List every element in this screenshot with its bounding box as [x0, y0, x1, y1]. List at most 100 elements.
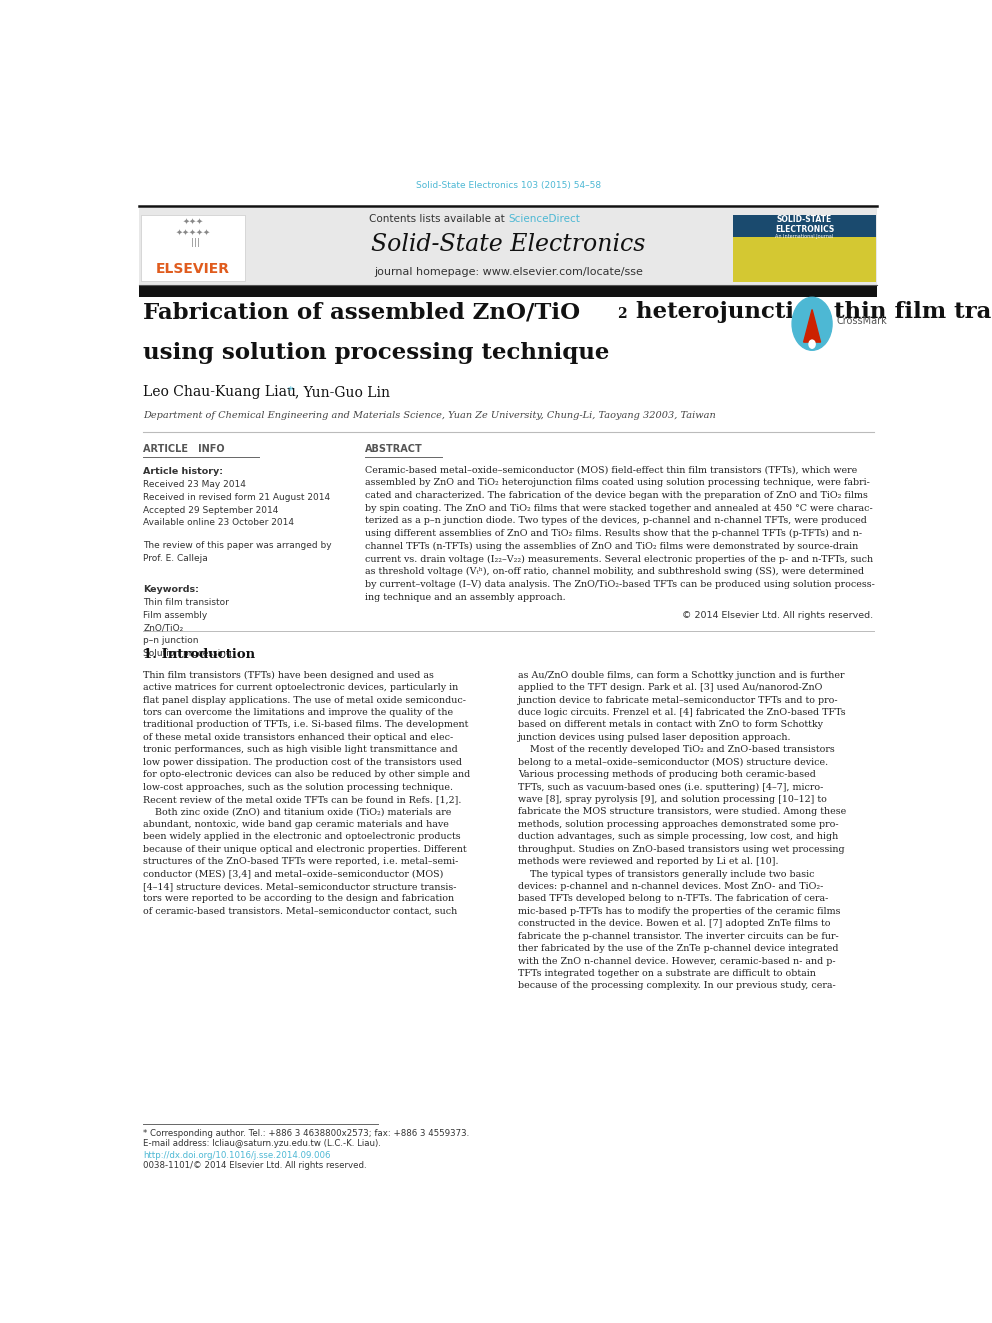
Text: ScienceDirect: ScienceDirect — [509, 214, 580, 224]
Text: An International Journal: An International Journal — [776, 234, 833, 239]
Text: Recent review of the metal oxide TFTs can be found in Refs. [1,2].: Recent review of the metal oxide TFTs ca… — [143, 795, 461, 804]
FancyBboxPatch shape — [733, 214, 876, 237]
Text: fabricate the p-channel transistor. The inverter circuits can be fur-: fabricate the p-channel transistor. The … — [518, 931, 838, 941]
Text: ELECTRONICS: ELECTRONICS — [775, 225, 834, 234]
Polygon shape — [804, 310, 820, 343]
Text: journal homepage: www.elsevier.com/locate/sse: journal homepage: www.elsevier.com/locat… — [374, 267, 643, 277]
Text: junction devices using pulsed laser deposition approach.: junction devices using pulsed laser depo… — [518, 733, 792, 742]
Text: 1. Introduction: 1. Introduction — [143, 648, 255, 662]
Text: The typical types of transistors generally include two basic: The typical types of transistors general… — [518, 869, 814, 878]
Text: Film assembly: Film assembly — [143, 610, 207, 619]
Text: E-mail address: lcliau@saturn.yzu.edu.tw (L.C.-K. Liau).: E-mail address: lcliau@saturn.yzu.edu.tw… — [143, 1139, 381, 1148]
Text: by current–voltage (I–V) data analysis. The ZnO/TiO₂-based TFTs can be produced : by current–voltage (I–V) data analysis. … — [365, 579, 875, 589]
Text: ing technique and an assembly approach.: ing technique and an assembly approach. — [365, 593, 565, 602]
Text: low power dissipation. The production cost of the transistors used: low power dissipation. The production co… — [143, 758, 462, 766]
Text: p–n junction: p–n junction — [143, 636, 198, 646]
Text: active matrices for current optoelectronic devices, particularly in: active matrices for current optoelectron… — [143, 683, 458, 692]
Text: Solid-State Electronics: Solid-State Electronics — [371, 233, 646, 257]
Text: methods were reviewed and reported by Li et al. [10].: methods were reviewed and reported by Li… — [518, 857, 778, 867]
Text: © 2014 Elsevier Ltd. All rights reserved.: © 2014 Elsevier Ltd. All rights reserved… — [682, 610, 874, 619]
FancyBboxPatch shape — [139, 208, 878, 284]
Text: low-cost approaches, such as the solution processing technique.: low-cost approaches, such as the solutio… — [143, 782, 453, 791]
Text: traditional production of TFTs, i.e. Si-based films. The development: traditional production of TFTs, i.e. Si-… — [143, 721, 468, 729]
Circle shape — [809, 340, 815, 348]
Text: tors were reported to be according to the design and fabrication: tors were reported to be according to th… — [143, 894, 454, 904]
Text: throughput. Studies on ZnO-based transistors using wet processing: throughput. Studies on ZnO-based transis… — [518, 844, 844, 853]
Text: Contents lists available at: Contents lists available at — [369, 214, 509, 224]
Text: Various processing methods of producing both ceramic-based: Various processing methods of producing … — [518, 770, 815, 779]
Text: Most of the recently developed TiO₂ and ZnO-based transistors: Most of the recently developed TiO₂ and … — [518, 745, 834, 754]
Text: Department of Chemical Engineering and Materials Science, Yuan Ze University, Ch: Department of Chemical Engineering and M… — [143, 411, 716, 421]
Text: Article history:: Article history: — [143, 467, 223, 476]
Text: CrossMark: CrossMark — [836, 316, 888, 325]
Text: junction device to fabricate metal–semiconductor TFTs and to pro-: junction device to fabricate metal–semic… — [518, 696, 838, 705]
Text: as Au/ZnO double films, can form a Schottky junction and is further: as Au/ZnO double films, can form a Schot… — [518, 671, 844, 680]
Text: http://dx.doi.org/10.1016/j.sse.2014.09.006: http://dx.doi.org/10.1016/j.sse.2014.09.… — [143, 1151, 330, 1160]
Text: heterojunction thin film transistors: heterojunction thin film transistors — [628, 302, 992, 323]
Text: constructed in the device. Bowen et al. [7] adopted ZnTe films to: constructed in the device. Bowen et al. … — [518, 919, 830, 929]
Text: flat panel display applications. The use of metal oxide semiconduc-: flat panel display applications. The use… — [143, 696, 466, 705]
Text: by spin coating. The ZnO and TiO₂ films that were stacked together and annealed : by spin coating. The ZnO and TiO₂ films … — [365, 504, 872, 512]
Text: channel TFTs (n-TFTs) using the assemblies of ZnO and TiO₂ films were demonstrat: channel TFTs (n-TFTs) using the assembli… — [365, 542, 858, 550]
Text: Keywords:: Keywords: — [143, 585, 199, 594]
Text: ARTICLE   INFO: ARTICLE INFO — [143, 445, 225, 454]
Text: , Yun-Guo Lin: , Yun-Guo Lin — [295, 385, 390, 400]
Text: *: * — [288, 386, 294, 396]
FancyBboxPatch shape — [733, 214, 876, 282]
Text: ABSTRACT: ABSTRACT — [365, 445, 423, 454]
Text: SOLID-STATE: SOLID-STATE — [777, 214, 832, 224]
Text: ✦✦✦
✦✦✦✦✦
  |||: ✦✦✦ ✦✦✦✦✦ ||| — [176, 217, 210, 246]
Text: 0038-1101/© 2014 Elsevier Ltd. All rights reserved.: 0038-1101/© 2014 Elsevier Ltd. All right… — [143, 1162, 367, 1170]
Text: with the ZnO n-channel device. However, ceramic-based n- and p-: with the ZnO n-channel device. However, … — [518, 957, 835, 966]
Text: Available online 23 October 2014: Available online 23 October 2014 — [143, 519, 295, 528]
Text: ther fabricated by the use of the ZnTe p-channel device integrated: ther fabricated by the use of the ZnTe p… — [518, 945, 838, 953]
Text: 2: 2 — [617, 307, 626, 321]
Text: based on different metals in contact with ZnO to form Schottky: based on different metals in contact wit… — [518, 721, 822, 729]
Text: tronic performances, such as high visible light transmittance and: tronic performances, such as high visibl… — [143, 745, 458, 754]
Text: * Corresponding author. Tel.: +886 3 4638800x2573; fax: +886 3 4559373.: * Corresponding author. Tel.: +886 3 463… — [143, 1129, 469, 1138]
Text: Ceramic-based metal–oxide–semiconductor (MOS) field-effect thin film transistors: Ceramic-based metal–oxide–semiconductor … — [365, 466, 857, 475]
Text: based TFTs developed belong to n-TFTs. The fabrication of cera-: based TFTs developed belong to n-TFTs. T… — [518, 894, 828, 904]
Text: of ceramic-based transistors. Metal–semiconductor contact, such: of ceramic-based transistors. Metal–semi… — [143, 906, 457, 916]
Text: because of their unique optical and electronic properties. Different: because of their unique optical and elec… — [143, 844, 467, 853]
Text: abundant, nontoxic, wide band gap ceramic materials and have: abundant, nontoxic, wide band gap cerami… — [143, 820, 449, 828]
Text: been widely applied in the electronic and optoelectronic products: been widely applied in the electronic an… — [143, 832, 461, 841]
Text: Solid-State Electronics 103 (2015) 54–58: Solid-State Electronics 103 (2015) 54–58 — [416, 181, 601, 191]
Text: current vs. drain voltage (I₂₂–V₂₂) measurements. Several electronic properties : current vs. drain voltage (I₂₂–V₂₂) meas… — [365, 554, 873, 564]
Text: ZnO/TiO₂: ZnO/TiO₂ — [143, 623, 184, 632]
Text: tors can overcome the limitations and improve the quality of the: tors can overcome the limitations and im… — [143, 708, 453, 717]
Text: as threshold voltage (Vₜʰ), on-off ratio, channel mobility, and subthreshold swi: as threshold voltage (Vₜʰ), on-off ratio… — [365, 568, 864, 577]
Text: devices: p-channel and n-channel devices. Most ZnO- and TiO₂-: devices: p-channel and n-channel devices… — [518, 882, 823, 890]
Text: duce logic circuits. Frenzel et al. [4] fabricated the ZnO-based TFTs: duce logic circuits. Frenzel et al. [4] … — [518, 708, 845, 717]
Text: structures of the ZnO-based TFTs were reported, i.e. metal–semi-: structures of the ZnO-based TFTs were re… — [143, 857, 458, 867]
Text: wave [8], spray pyrolysis [9], and solution processing [10–12] to: wave [8], spray pyrolysis [9], and solut… — [518, 795, 826, 804]
Text: Thin film transistor: Thin film transistor — [143, 598, 229, 607]
Text: TFTs integrated together on a substrate are difficult to obtain: TFTs integrated together on a substrate … — [518, 968, 815, 978]
Text: Accepted 29 September 2014: Accepted 29 September 2014 — [143, 505, 279, 515]
Text: Received 23 May 2014: Received 23 May 2014 — [143, 480, 246, 490]
Text: Leo Chau-Kuang Liau: Leo Chau-Kuang Liau — [143, 385, 301, 400]
Text: Received in revised form 21 August 2014: Received in revised form 21 August 2014 — [143, 493, 330, 501]
Text: mic-based p-TFTs has to modify the properties of the ceramic films: mic-based p-TFTs has to modify the prope… — [518, 906, 840, 916]
FancyBboxPatch shape — [141, 214, 245, 280]
Text: using different assemblies of ZnO and TiO₂ films. Results show that the p-channe: using different assemblies of ZnO and Ti… — [365, 529, 862, 538]
Text: assembled by ZnO and TiO₂ heterojunction films coated using solution processing : assembled by ZnO and TiO₂ heterojunction… — [365, 478, 870, 487]
Text: fabricate the MOS structure transistors, were studied. Among these: fabricate the MOS structure transistors,… — [518, 807, 846, 816]
Text: of these metal oxide transistors enhanced their optical and elec-: of these metal oxide transistors enhance… — [143, 733, 453, 742]
Text: Prof. E. Calleja: Prof. E. Calleja — [143, 554, 208, 564]
Circle shape — [792, 298, 832, 351]
Text: applied to the TFT design. Park et al. [3] used Au/nanorod-ZnO: applied to the TFT design. Park et al. [… — [518, 683, 822, 692]
Text: The review of this paper was arranged by: The review of this paper was arranged by — [143, 541, 332, 550]
Text: because of the processing complexity. In our previous study, cera-: because of the processing complexity. In… — [518, 982, 835, 991]
Text: for opto-electronic devices can also be reduced by other simple and: for opto-electronic devices can also be … — [143, 770, 470, 779]
Text: TFTs, such as vacuum-based ones (i.e. sputtering) [4–7], micro-: TFTs, such as vacuum-based ones (i.e. sp… — [518, 782, 823, 791]
Text: Fabrication of assembled ZnO/TiO: Fabrication of assembled ZnO/TiO — [143, 302, 580, 323]
Text: duction advantages, such as simple processing, low cost, and high: duction advantages, such as simple proce… — [518, 832, 838, 841]
Text: belong to a metal–oxide–semiconductor (MOS) structure device.: belong to a metal–oxide–semiconductor (M… — [518, 758, 827, 767]
FancyBboxPatch shape — [139, 284, 878, 298]
Text: conductor (MES) [3,4] and metal–oxide–semiconductor (MOS): conductor (MES) [3,4] and metal–oxide–se… — [143, 869, 443, 878]
Text: cated and characterized. The fabrication of the device began with the preparatio: cated and characterized. The fabrication… — [365, 491, 868, 500]
Text: Thin film transistors (TFTs) have been designed and used as: Thin film transistors (TFTs) have been d… — [143, 671, 434, 680]
Text: Solution processing: Solution processing — [143, 648, 232, 658]
Text: [4–14] structure devices. Metal–semiconductor structure transis-: [4–14] structure devices. Metal–semicond… — [143, 882, 456, 890]
